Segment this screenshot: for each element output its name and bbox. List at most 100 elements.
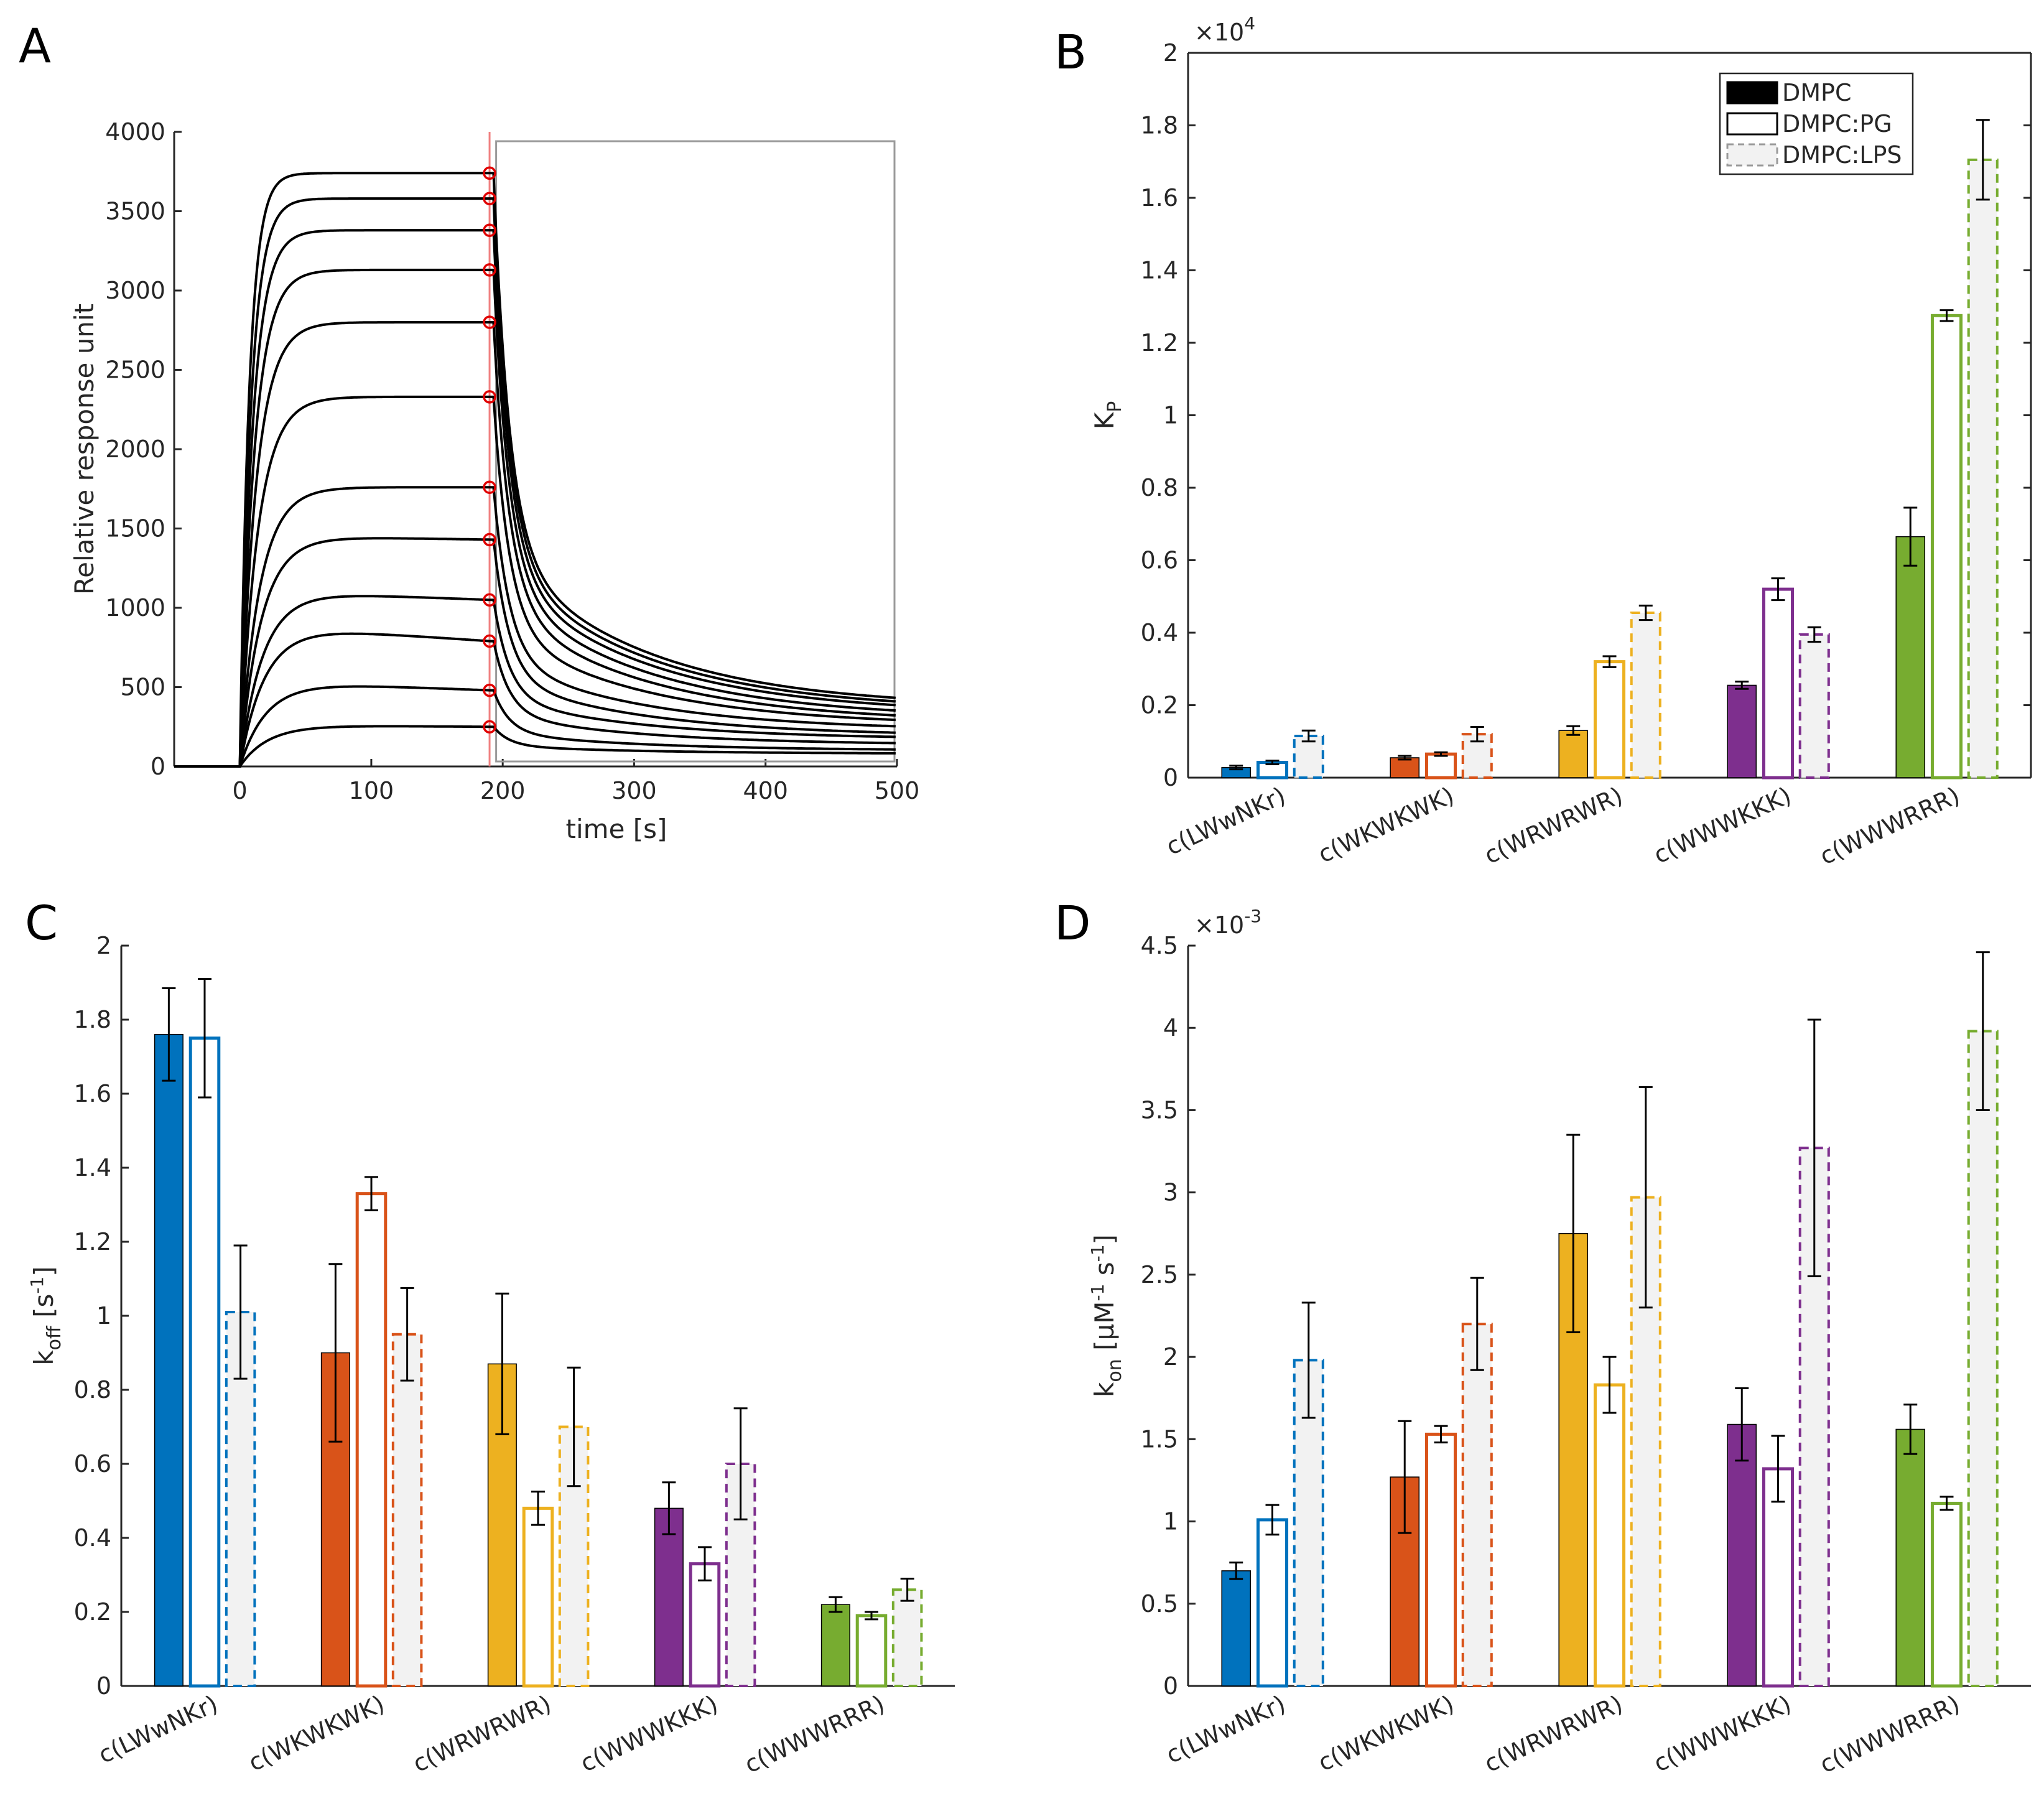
x-tick-label: c(WWWRRR) bbox=[740, 1690, 888, 1778]
bar-dmpc-pg bbox=[188, 1036, 221, 1688]
y-tick-label: 0.6 bbox=[74, 1450, 111, 1478]
injection-end-marker bbox=[483, 720, 496, 733]
panel-letter-d: D bbox=[1054, 895, 1091, 951]
x-tick-label: c(WWWRRR) bbox=[1816, 1690, 1964, 1778]
x-tick-label: c(WKWKWK) bbox=[1314, 1690, 1458, 1776]
response-trace bbox=[174, 395, 896, 768]
x-tick-label: c(WWWKKK) bbox=[576, 1690, 722, 1777]
y-tick-label: 2.5 bbox=[1141, 1261, 1178, 1288]
y-tick-label: 1.2 bbox=[1141, 329, 1178, 356]
response-trace bbox=[174, 537, 896, 768]
bar-dmpc-pg bbox=[1930, 314, 1963, 780]
injection-end-marker bbox=[483, 223, 496, 237]
y-tick-label: 500 bbox=[120, 674, 165, 701]
y-tick-label: 1.6 bbox=[74, 1080, 111, 1107]
y-tick-label: 0 bbox=[1163, 764, 1178, 791]
bar-dmpc-lps bbox=[391, 1333, 423, 1687]
bar-dmpc-pg bbox=[1762, 587, 1795, 780]
bar-dmpc-pg bbox=[689, 1562, 721, 1688]
y-tick-label: 1000 bbox=[105, 594, 165, 622]
bar-dmpc bbox=[1390, 757, 1420, 778]
bar-dmpc-pg bbox=[1424, 1432, 1457, 1688]
y-axis-label: Relative response unit bbox=[69, 304, 100, 595]
legend-label: DMPC:LPS bbox=[1782, 141, 1902, 169]
x-tick-label: c(WWWKKK) bbox=[1650, 781, 1795, 868]
bar-dmpc bbox=[1727, 1423, 1757, 1687]
x-tick-label: 400 bbox=[743, 777, 788, 804]
y-tick-label: 0.2 bbox=[1141, 692, 1178, 719]
bar-dmpc bbox=[1895, 536, 1926, 778]
y-tick-label: 2500 bbox=[105, 356, 165, 384]
response-trace bbox=[174, 685, 896, 768]
y-tick-label: 0 bbox=[96, 1672, 111, 1700]
bar-dmpc-lps bbox=[1630, 611, 1661, 780]
y-tick-label: 0.8 bbox=[1141, 474, 1178, 501]
bar-dmpc-pg bbox=[1930, 1501, 1963, 1688]
y-tick-label: 2 bbox=[96, 932, 111, 959]
exponent-label: ×104 bbox=[1194, 13, 1255, 46]
injection-end-marker bbox=[483, 480, 496, 494]
legend-label: DMPC bbox=[1782, 79, 1852, 106]
y-tick-label: 1 bbox=[1163, 402, 1178, 429]
y-tick-label: 1 bbox=[1163, 1508, 1178, 1535]
panel-letter-a: A bbox=[19, 18, 51, 73]
y-tick-label: 4 bbox=[1163, 1014, 1178, 1041]
injection-end-marker bbox=[483, 315, 496, 329]
y-tick-label: 1500 bbox=[105, 515, 165, 542]
y-tick-label: 0.8 bbox=[74, 1376, 111, 1404]
bar-dmpc-pg bbox=[855, 1614, 888, 1688]
legend-swatch bbox=[1726, 81, 1778, 105]
y-tick-label: 2 bbox=[1163, 1343, 1178, 1371]
injection-end-marker bbox=[483, 683, 496, 697]
x-axis-label: time [s] bbox=[566, 814, 667, 844]
y-tick-label: 4.5 bbox=[1141, 932, 1178, 959]
bar-dmpc bbox=[154, 1034, 183, 1687]
legend-swatch bbox=[1726, 112, 1778, 136]
y-tick-label: 0.4 bbox=[1141, 619, 1178, 646]
bar-dmpc bbox=[1221, 1570, 1252, 1687]
injection-end-marker bbox=[483, 593, 496, 607]
y-tick-label: 0 bbox=[1163, 1672, 1178, 1700]
y-tick-label: 3 bbox=[1163, 1179, 1178, 1206]
panel-letter-c: C bbox=[25, 895, 58, 951]
response-trace bbox=[174, 486, 896, 768]
response-trace bbox=[174, 172, 896, 768]
bar-dmpc bbox=[1895, 1428, 1926, 1687]
x-tick-label: c(WWWRRR) bbox=[1816, 781, 1964, 870]
bar-dmpc bbox=[654, 1507, 684, 1687]
x-tick-label: 200 bbox=[480, 777, 526, 804]
bar-dmpc-lps bbox=[558, 1425, 590, 1687]
bar-dmpc-lps bbox=[891, 1588, 923, 1688]
x-tick-label: 500 bbox=[875, 777, 920, 804]
y-tick-label: 0 bbox=[151, 753, 165, 780]
bar-dmpc-lps bbox=[1967, 158, 1999, 779]
injection-end-marker bbox=[483, 263, 496, 277]
bar-dmpc-pg bbox=[1256, 1518, 1289, 1688]
y-tick-label: 1.5 bbox=[1141, 1425, 1178, 1453]
bar-dmpc-pg bbox=[1762, 1467, 1795, 1688]
y-tick-label: 0.4 bbox=[74, 1524, 111, 1552]
panel-b-kp-bar-chart: 0 0.2 0.4 0.6 0.8 1 1.2 1.4 1.6 1.8 2 c(LWwNKr) c(WK… bbox=[1089, 13, 2032, 870]
y-tick-label: 1.6 bbox=[1141, 184, 1178, 212]
bar-dmpc-pg bbox=[522, 1506, 554, 1688]
x-tick-label: c(WKWKWK) bbox=[244, 1690, 389, 1776]
response-trace bbox=[174, 725, 896, 768]
y-tick-label: 1.8 bbox=[74, 1006, 111, 1033]
bar-dmpc bbox=[820, 1604, 850, 1687]
bar-dmpc bbox=[1727, 684, 1757, 778]
exponent-label: ×10-3 bbox=[1194, 906, 1261, 939]
dissociation-fit-box bbox=[495, 140, 896, 763]
y-tick-label: 3500 bbox=[105, 198, 165, 225]
y-tick-label: 1.4 bbox=[74, 1154, 111, 1181]
injection-end-marker bbox=[483, 390, 496, 404]
x-tick-label: c(WKWKWK) bbox=[1314, 781, 1458, 868]
bar-dmpc-pg bbox=[1424, 752, 1457, 780]
legend-label: DMPC:PG bbox=[1782, 110, 1892, 137]
bar-dmpc-lps bbox=[725, 1463, 756, 1687]
x-tick-label: 300 bbox=[611, 777, 657, 804]
y-tick-label: 0.2 bbox=[74, 1598, 111, 1626]
y-tick-label: 1.2 bbox=[74, 1228, 111, 1255]
response-trace bbox=[174, 595, 896, 768]
y-tick-label: 4000 bbox=[105, 118, 165, 146]
